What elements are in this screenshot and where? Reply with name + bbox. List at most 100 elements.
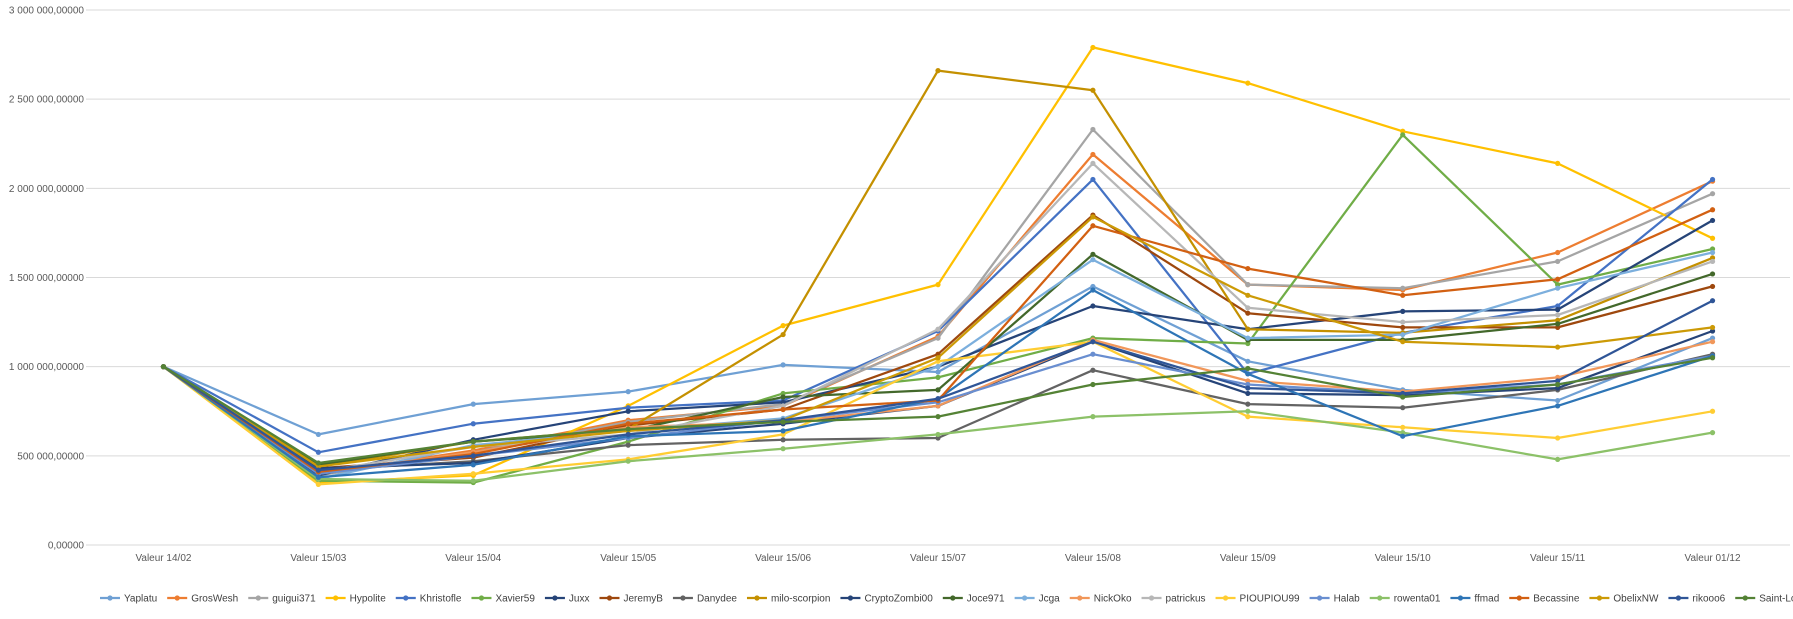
data-point xyxy=(780,394,786,400)
data-point xyxy=(1709,176,1716,183)
data-point xyxy=(1709,408,1716,414)
y-tick-label: 0,00000 xyxy=(48,541,85,552)
data-point xyxy=(625,458,631,464)
data-point xyxy=(1090,414,1096,420)
data-point xyxy=(935,355,941,361)
data-point xyxy=(1245,365,1251,372)
x-tick-label: Valeur 15/08 xyxy=(1065,553,1121,564)
data-point xyxy=(1555,285,1561,291)
data-point xyxy=(625,408,631,414)
data-point xyxy=(1400,128,1406,134)
data-point xyxy=(470,421,476,427)
data-point xyxy=(1555,435,1561,441)
data-point xyxy=(1245,335,1251,341)
data-point xyxy=(1709,283,1716,290)
data-point xyxy=(1245,265,1251,272)
data-point xyxy=(1555,324,1561,331)
legend-label: ffmad xyxy=(1474,594,1499,605)
legend-item: Jcga xyxy=(1014,594,1060,605)
data-point xyxy=(1245,408,1251,414)
x-tick-label: Valeur 15/11 xyxy=(1530,553,1586,564)
data-point xyxy=(625,438,631,445)
legend-item: CryptoZombi00 xyxy=(840,594,933,605)
data-point xyxy=(780,323,786,329)
y-tick-label: 500 000,00000 xyxy=(17,451,84,462)
legend-item: ffmad xyxy=(1450,594,1499,605)
legend-label: Xavier59 xyxy=(495,594,535,605)
data-point xyxy=(315,431,321,438)
legend: Yaplatu GrosWesh guigui371 Hypolite Khristof… xyxy=(100,594,1793,605)
data-point xyxy=(1400,424,1406,430)
legend-marker xyxy=(403,595,409,601)
data-point xyxy=(1400,285,1406,291)
data-point xyxy=(1245,358,1251,364)
data-point xyxy=(1400,308,1406,314)
data-point xyxy=(780,399,786,405)
data-point xyxy=(1245,378,1251,384)
data-point xyxy=(315,467,321,473)
data-point xyxy=(315,449,321,455)
x-tick-label: Valeur 15/06 xyxy=(755,553,811,564)
series-Saint-Loup xyxy=(160,355,1716,466)
legend-label: Danydee xyxy=(697,594,737,605)
legend-marker xyxy=(680,595,686,601)
data-point xyxy=(1555,381,1561,388)
data-point xyxy=(780,403,786,409)
data-point xyxy=(780,431,786,438)
legend-item: guigui371 xyxy=(248,594,316,605)
data-point xyxy=(1555,249,1561,256)
data-point xyxy=(780,362,786,368)
data-point xyxy=(315,463,321,470)
data-point xyxy=(1090,176,1096,183)
data-point xyxy=(1709,298,1716,304)
data-point xyxy=(625,442,631,448)
data-point xyxy=(1090,160,1096,166)
data-point xyxy=(1555,374,1561,380)
series-patrickus xyxy=(160,160,1716,475)
legend-item: Xavier59 xyxy=(471,594,535,605)
legend-item: Halab xyxy=(1309,594,1360,605)
legend-label: patrickus xyxy=(1166,594,1206,605)
data-point xyxy=(1555,403,1561,409)
data-point xyxy=(1245,310,1251,316)
data-point xyxy=(935,282,941,288)
data-point xyxy=(935,68,941,74)
legend-marker xyxy=(950,595,956,601)
legend-marker xyxy=(1457,595,1464,601)
legend-marker xyxy=(847,595,854,601)
legend-label: NickOko xyxy=(1094,594,1132,605)
data-point xyxy=(1555,456,1561,462)
x-tick-label: Valeur 15/04 xyxy=(445,553,501,564)
y-axis-ticks: 0,00000 500 000,00000 1 000 000,00000 1 500… xyxy=(9,6,85,552)
legend-item: Khristofle xyxy=(395,594,462,605)
data-point xyxy=(1090,283,1096,290)
legend-label: PIOUPIOU99 xyxy=(1240,594,1300,605)
data-point xyxy=(1555,276,1561,282)
legend-item: NickOko xyxy=(1069,594,1132,605)
data-point xyxy=(1245,326,1251,332)
legend-marker xyxy=(1596,595,1603,601)
legend-label: CryptoZombi00 xyxy=(864,594,933,605)
x-tick-label: Valeur 15/05 xyxy=(600,553,656,564)
data-point xyxy=(625,426,631,432)
data-point xyxy=(1090,367,1096,373)
data-point xyxy=(1709,235,1716,241)
series-Khristofle xyxy=(160,176,1716,455)
legend-item: Hypolite xyxy=(325,594,386,605)
y-tick-label: 1 500 000,00000 xyxy=(9,273,85,284)
legend-item: Joce971 xyxy=(942,594,1005,605)
legend-label: milo-scorpion xyxy=(771,594,830,605)
data-point xyxy=(1245,385,1251,391)
legend-marker xyxy=(1675,595,1682,601)
data-point xyxy=(470,453,476,459)
data-point xyxy=(1090,126,1096,133)
legend-marker xyxy=(174,595,180,601)
legend-label: guigui371 xyxy=(272,594,316,605)
data-point xyxy=(1555,258,1561,265)
data-point xyxy=(1555,312,1561,318)
data-point xyxy=(1709,271,1716,277)
data-point xyxy=(935,374,941,380)
legend-item: Becassine xyxy=(1509,594,1580,605)
